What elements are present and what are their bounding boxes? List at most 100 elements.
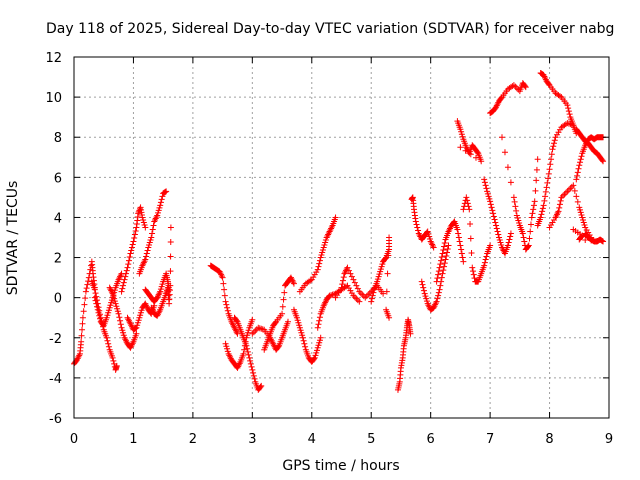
data-point xyxy=(80,308,87,315)
data-point xyxy=(124,264,131,271)
data-point xyxy=(280,296,287,303)
data-point xyxy=(468,250,475,257)
data-point xyxy=(296,324,303,331)
data-point xyxy=(310,274,317,281)
data-point xyxy=(534,156,541,163)
data-point xyxy=(84,281,91,288)
data-point xyxy=(483,185,490,192)
data-point xyxy=(462,147,469,154)
data-point xyxy=(582,237,589,244)
data-point xyxy=(290,280,297,287)
data-point xyxy=(551,140,558,147)
data-point xyxy=(338,284,345,291)
data-point xyxy=(546,166,553,173)
data-point xyxy=(109,290,116,297)
data-point xyxy=(499,134,505,141)
data-point xyxy=(377,268,384,275)
data-point xyxy=(564,102,571,109)
data-point xyxy=(577,206,584,213)
data-point xyxy=(142,224,149,231)
data-point xyxy=(552,134,559,141)
data-point xyxy=(481,179,488,186)
data-point xyxy=(368,298,375,305)
data-point xyxy=(114,308,121,315)
data-point xyxy=(455,234,462,241)
data-point xyxy=(467,220,474,227)
data-point xyxy=(111,298,118,305)
data-point xyxy=(314,324,321,331)
data-point xyxy=(532,187,539,194)
data-point xyxy=(163,188,170,195)
data-point xyxy=(439,250,446,257)
data-point xyxy=(315,263,322,270)
data-point xyxy=(167,239,174,246)
data-point xyxy=(279,310,286,317)
data-point xyxy=(541,197,548,204)
x-tick-label: 2 xyxy=(189,432,197,447)
data-point xyxy=(332,294,339,301)
data-point xyxy=(412,218,419,225)
data-point xyxy=(577,159,584,166)
data-point xyxy=(576,204,583,211)
data-point xyxy=(150,222,157,229)
data-point xyxy=(570,226,577,233)
data-point xyxy=(110,293,117,300)
data-point xyxy=(133,324,140,331)
data-point xyxy=(311,354,318,361)
data-point xyxy=(316,317,323,324)
data-points xyxy=(71,70,607,393)
data-point xyxy=(438,257,445,264)
data-point xyxy=(458,131,465,138)
data-point xyxy=(353,282,360,289)
data-point xyxy=(356,298,363,305)
data-point xyxy=(251,375,258,382)
data-point xyxy=(493,225,500,232)
data-point xyxy=(128,244,135,251)
data-point xyxy=(419,281,426,288)
data-point xyxy=(497,239,504,246)
data-point xyxy=(580,219,587,226)
data-point xyxy=(573,193,580,200)
data-point xyxy=(245,327,252,334)
x-tick-label: 4 xyxy=(308,432,316,447)
data-point xyxy=(296,322,303,329)
data-point xyxy=(220,280,227,287)
data-point xyxy=(224,307,231,314)
data-point xyxy=(233,317,240,324)
data-point xyxy=(351,279,358,286)
data-point xyxy=(471,275,478,282)
data-point xyxy=(334,292,341,299)
data-point xyxy=(131,325,138,332)
data-point xyxy=(250,369,257,376)
data-point xyxy=(78,332,85,339)
data-point xyxy=(81,301,88,308)
data-point xyxy=(121,276,128,283)
data-point xyxy=(147,237,154,244)
data-point xyxy=(474,149,481,156)
data-point xyxy=(94,306,101,313)
x-tick-label: 7 xyxy=(486,432,494,447)
data-point xyxy=(96,312,103,319)
plot-frame xyxy=(73,56,610,419)
data-point xyxy=(140,219,147,226)
data-point xyxy=(440,247,447,254)
data-point xyxy=(577,209,584,216)
data-point xyxy=(108,299,115,306)
data-point xyxy=(317,254,324,261)
x-tick-label: 8 xyxy=(545,432,553,447)
data-point xyxy=(315,321,322,328)
data-point xyxy=(376,271,383,278)
data-point xyxy=(542,188,549,195)
data-point xyxy=(507,179,514,186)
data-point xyxy=(547,161,554,168)
data-point xyxy=(79,314,86,321)
data-point xyxy=(435,292,442,299)
data-point xyxy=(146,242,153,249)
data-point xyxy=(132,227,139,234)
data-point xyxy=(513,212,520,219)
data-point xyxy=(374,278,381,285)
data-point xyxy=(380,290,387,297)
data-point xyxy=(369,292,376,299)
data-point xyxy=(516,219,523,226)
